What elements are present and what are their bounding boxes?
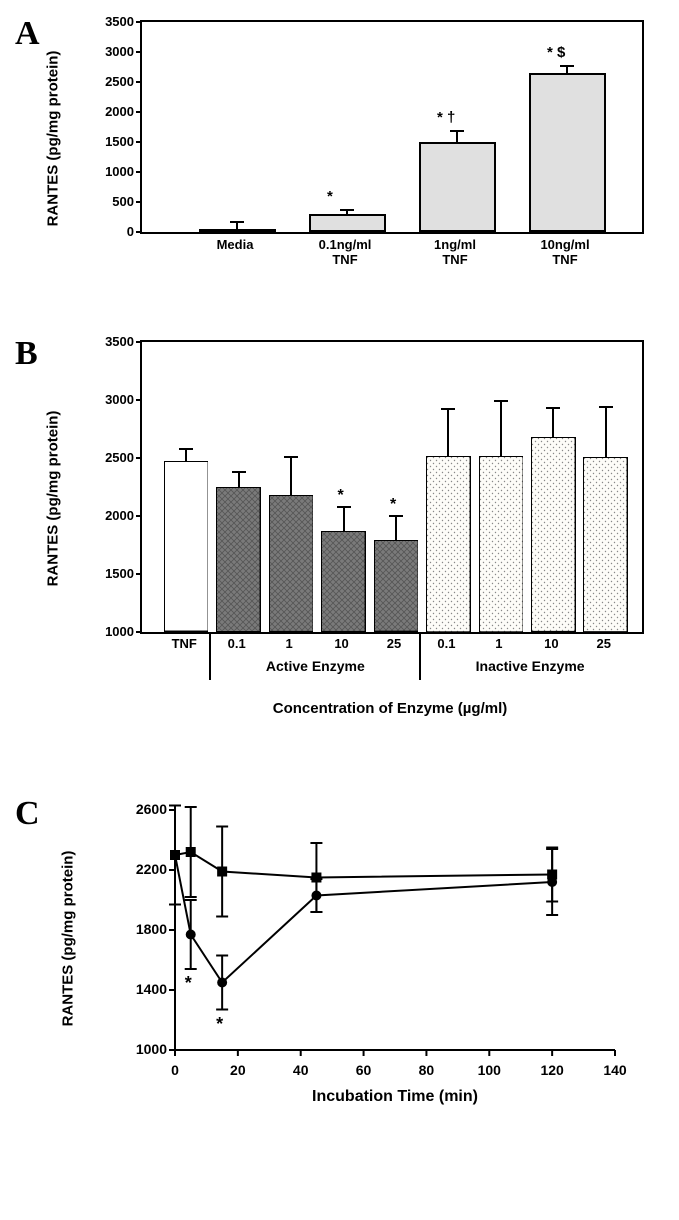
x-category-label: 1 (473, 636, 525, 651)
panel-a: A RANTES (pg/mg protein) 050010001500200… (20, 20, 660, 300)
xtick-label: 120 (534, 1062, 570, 1078)
significance-marker: * (185, 973, 192, 994)
bar (269, 495, 314, 632)
ytick-label: 1000 (92, 624, 134, 639)
x-category-label: 25 (578, 636, 630, 651)
xtick-label: 140 (597, 1062, 633, 1078)
ytick-label: 3500 (92, 14, 134, 29)
significance-marker: * (390, 496, 396, 514)
x-category-label: Media (180, 238, 290, 253)
ytick-label: 2000 (92, 104, 134, 119)
ytick-label: 2500 (92, 74, 134, 89)
group-label-active: Active Enzyme (210, 658, 420, 674)
panel-b-xlabels: TNF0.1110250.111025 (140, 634, 640, 656)
panel-c-xlabel: Incubation Time (min) (165, 1088, 625, 1106)
xtick-label: 60 (346, 1062, 382, 1078)
x-category-label: 10ng/mlTNF (510, 238, 620, 268)
ytick-label: 1400 (119, 981, 167, 997)
panel-b-chart: 100015002000250030003500** (140, 340, 644, 634)
panel-c-svg (165, 800, 625, 1060)
ytick-label: 1800 (119, 921, 167, 937)
x-category-label: 1ng/mlTNF (400, 238, 510, 268)
bar (199, 229, 276, 233)
ytick-label: 3000 (92, 44, 134, 59)
ytick-label: 2600 (119, 801, 167, 817)
bar (374, 540, 419, 632)
panel-a-ylabel: RANTES (pg/mg protein) (44, 51, 61, 227)
ytick-label: 1000 (92, 164, 134, 179)
bar (583, 457, 628, 632)
x-category-label: 10 (525, 636, 577, 651)
panel-b-xlabel: Concentration of Enzyme (µg/ml) (140, 700, 640, 717)
ytick-label: 2500 (92, 450, 134, 465)
ytick-label: 1500 (92, 134, 134, 149)
panel-a-chart: 0500100015002000250030003500** †* $ (140, 20, 644, 234)
bar (531, 437, 576, 632)
x-category-label: 10 (315, 636, 367, 651)
significance-marker: * † (437, 109, 497, 126)
x-category-label: 0.1ng/mlTNF (290, 238, 400, 268)
xtick-label: 80 (408, 1062, 444, 1078)
x-category-label: 0.1 (210, 636, 262, 651)
panel-a-label: A (15, 15, 40, 53)
panel-a-xlabels: Media0.1ng/mlTNF1ng/mlTNF10ng/mlTNF (140, 234, 640, 274)
significance-marker: * (338, 487, 344, 505)
bar (419, 142, 496, 232)
panel-c-ylabel: RANTES (pg/mg protein) (59, 851, 76, 1027)
significance-marker: * (327, 188, 387, 205)
bar (216, 487, 261, 632)
panel-b-label: B (15, 335, 38, 373)
x-category-label: 1 (263, 636, 315, 651)
bar (426, 456, 471, 632)
x-category-label: 0.1 (420, 636, 472, 651)
ytick-label: 2200 (119, 861, 167, 877)
xtick-label: 100 (471, 1062, 507, 1078)
panel-b-group-labels: Active EnzymeInactive Enzyme (140, 656, 640, 696)
bar (309, 214, 386, 232)
x-category-label: 25 (368, 636, 420, 651)
ytick-label: 3000 (92, 392, 134, 407)
bar (479, 456, 524, 632)
significance-marker: * (216, 1014, 223, 1035)
xtick-label: 20 (220, 1062, 256, 1078)
panel-c-xlabels: 020406080100120140 (165, 1060, 625, 1082)
bar (164, 461, 209, 632)
xtick-label: 0 (157, 1062, 193, 1078)
ytick-label: 3500 (92, 334, 134, 349)
x-category-label: TNF (158, 636, 210, 651)
panel-b: B RANTES (pg/mg protein) 100015002000250… (20, 340, 660, 760)
panel-b-ylabel: RANTES (pg/mg protein) (44, 411, 61, 587)
panel-c-label: C (15, 795, 40, 833)
ytick-label: 0 (92, 224, 134, 239)
ytick-label: 2000 (92, 508, 134, 523)
significance-marker: * $ (547, 44, 607, 61)
ytick-label: 500 (92, 194, 134, 209)
panel-c: C RANTES (pg/mg protein) 100014001800220… (20, 800, 660, 1160)
ytick-label: 1000 (119, 1041, 167, 1057)
group-label-inactive: Inactive Enzyme (420, 658, 640, 674)
xtick-label: 40 (283, 1062, 319, 1078)
panel-c-chart: 10001400180022002600** (165, 800, 625, 1060)
ytick-label: 1500 (92, 566, 134, 581)
bar (321, 531, 366, 632)
bar (529, 73, 606, 232)
